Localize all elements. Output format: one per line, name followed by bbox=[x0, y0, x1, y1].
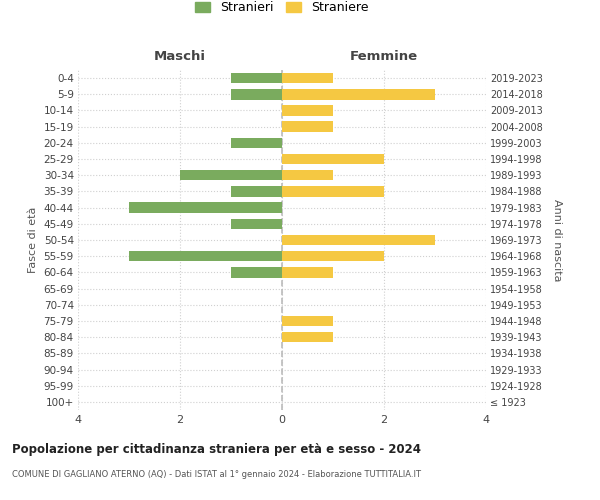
Bar bbox=[282, 251, 384, 262]
Y-axis label: Anni di nascita: Anni di nascita bbox=[553, 198, 562, 281]
Bar bbox=[282, 234, 435, 246]
Bar bbox=[231, 138, 282, 148]
Text: Femmine: Femmine bbox=[350, 50, 418, 62]
Text: COMUNE DI GAGLIANO ATERNO (AQ) - Dati ISTAT al 1° gennaio 2024 - Elaborazione TU: COMUNE DI GAGLIANO ATERNO (AQ) - Dati IS… bbox=[12, 470, 421, 479]
Text: Maschi: Maschi bbox=[154, 50, 206, 62]
Bar bbox=[282, 332, 333, 342]
Bar bbox=[282, 170, 333, 180]
Bar bbox=[282, 154, 384, 164]
Bar bbox=[282, 122, 333, 132]
Bar bbox=[282, 105, 333, 116]
Legend: Stranieri, Straniere: Stranieri, Straniere bbox=[195, 2, 369, 15]
Y-axis label: Fasce di età: Fasce di età bbox=[28, 207, 38, 273]
Bar bbox=[129, 251, 282, 262]
Bar bbox=[231, 73, 282, 84]
Bar bbox=[231, 267, 282, 278]
Text: Popolazione per cittadinanza straniera per età e sesso - 2024: Popolazione per cittadinanza straniera p… bbox=[12, 442, 421, 456]
Bar bbox=[231, 218, 282, 229]
Bar bbox=[282, 267, 333, 278]
Bar bbox=[231, 186, 282, 196]
Bar bbox=[282, 186, 384, 196]
Bar bbox=[282, 73, 333, 84]
Bar bbox=[282, 316, 333, 326]
Bar bbox=[129, 202, 282, 213]
Bar bbox=[180, 170, 282, 180]
Bar bbox=[231, 89, 282, 100]
Bar bbox=[282, 89, 435, 100]
